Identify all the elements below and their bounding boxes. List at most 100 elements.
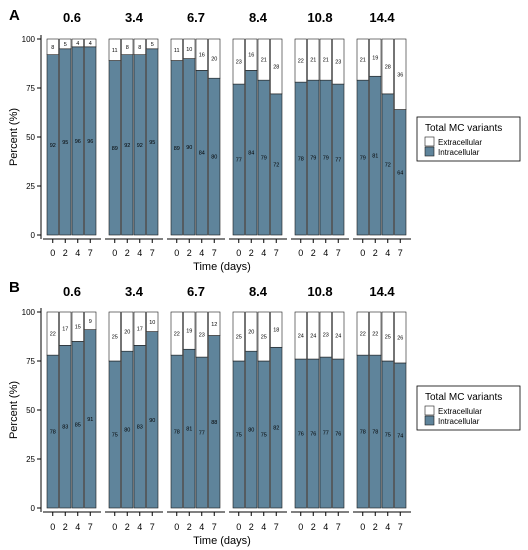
legend-key-extracellular xyxy=(424,405,435,416)
legend: Total MC variants ExtracellularIntracellu… xyxy=(416,116,521,162)
facet-3.4: 3.4 11 89 0 8 92 2 8 92 4 5 95 7 xyxy=(105,10,163,258)
data-label-extracellular: 21 xyxy=(360,58,366,64)
data-label-intracellular: 80 xyxy=(124,428,130,434)
data-label-intracellular: 77 xyxy=(199,431,205,437)
data-label-extracellular: 28 xyxy=(273,64,279,70)
bar-extracellular xyxy=(84,311,97,330)
x-tick-label: 0 xyxy=(112,522,117,532)
bar-extracellular xyxy=(381,311,394,362)
bar-extracellular xyxy=(195,311,208,358)
data-label-extracellular: 22 xyxy=(298,59,304,65)
bar-extracellular xyxy=(319,311,332,358)
bar-extracellular xyxy=(307,38,320,81)
bar-extracellular xyxy=(232,311,245,362)
legend-title: Total MC variants xyxy=(425,123,502,134)
x-tick-label: 7 xyxy=(212,522,217,532)
facet-title: 8.4 xyxy=(249,10,268,25)
data-label-extracellular: 20 xyxy=(248,330,254,336)
data-label-intracellular: 79 xyxy=(360,156,366,162)
legend-key-intracellular xyxy=(424,415,435,426)
x-tick-label: 4 xyxy=(385,522,390,532)
x-tick-label: 2 xyxy=(311,522,316,532)
data-label-intracellular: 88 xyxy=(211,420,217,426)
bar-extracellular xyxy=(121,38,134,55)
data-label-extracellular: 8 xyxy=(138,45,141,51)
data-label-intracellular: 74 xyxy=(397,433,403,439)
data-label-extracellular: 26 xyxy=(397,335,403,341)
data-label-intracellular: 78 xyxy=(50,430,56,436)
x-tick-label: 7 xyxy=(274,248,279,258)
y-tick-label: 50 xyxy=(26,406,35,415)
bar-extracellular xyxy=(146,311,159,332)
bar-extracellular xyxy=(46,311,59,356)
data-label-extracellular: 25 xyxy=(236,335,242,341)
x-tick-label: 4 xyxy=(261,522,266,532)
legend-key-extracellular xyxy=(424,136,435,147)
data-label-extracellular: 8 xyxy=(51,45,54,51)
bar-extracellular xyxy=(356,311,369,356)
data-label-extracellular: 16 xyxy=(199,53,205,59)
data-label-extracellular: 22 xyxy=(174,332,180,338)
data-label-extracellular: 23 xyxy=(236,60,242,66)
data-label-extracellular: 10 xyxy=(186,47,192,53)
y-tick-label: 75 xyxy=(26,84,35,93)
data-label-intracellular: 84 xyxy=(199,151,205,157)
data-label-extracellular: 24 xyxy=(335,334,341,340)
x-tick-label: 2 xyxy=(249,248,254,258)
y-tick-label: 50 xyxy=(26,133,35,142)
data-label-intracellular: 79 xyxy=(261,156,267,162)
facet-10.8: 10.8 24 76 0 24 76 2 23 77 4 24 76 7 xyxy=(291,284,349,532)
data-label-extracellular: 22 xyxy=(360,332,366,338)
bar-extracellular xyxy=(319,38,332,81)
data-label-intracellular: 96 xyxy=(75,139,81,145)
bar-extracellular xyxy=(133,311,146,346)
y-axis-title: Percent (%) xyxy=(8,381,20,439)
data-label-extracellular: 15 xyxy=(75,325,81,331)
x-tick-label: 0 xyxy=(174,248,179,258)
data-label-extracellular: 21 xyxy=(261,58,267,64)
data-label-extracellular: 28 xyxy=(385,64,391,70)
facet-title: 3.4 xyxy=(125,284,144,299)
x-tick-label: 7 xyxy=(88,522,93,532)
bar-extracellular xyxy=(71,38,84,48)
x-tick-label: 7 xyxy=(336,522,341,532)
x-tick-label: 4 xyxy=(323,248,328,258)
data-label-intracellular: 75 xyxy=(261,433,267,439)
data-label-extracellular: 20 xyxy=(124,330,130,336)
data-label-intracellular: 75 xyxy=(112,433,118,439)
data-label-intracellular: 77 xyxy=(323,431,329,437)
facet-title: 10.8 xyxy=(307,10,332,25)
data-label-extracellular: 36 xyxy=(397,72,403,78)
x-tick-label: 0 xyxy=(174,522,179,532)
data-label-intracellular: 78 xyxy=(360,430,366,436)
data-label-intracellular: 92 xyxy=(50,143,56,149)
facet-title: 3.4 xyxy=(125,10,144,25)
data-label-intracellular: 80 xyxy=(211,155,217,161)
bar-extracellular xyxy=(294,311,307,360)
x-tick-label: 4 xyxy=(323,522,328,532)
x-tick-label: 2 xyxy=(249,522,254,532)
x-tick-label: 2 xyxy=(63,522,68,532)
bar-extracellular xyxy=(245,38,258,71)
data-label-extracellular: 24 xyxy=(298,334,304,340)
x-tick-label: 0 xyxy=(236,248,241,258)
y-tick-label: 0 xyxy=(31,231,36,240)
data-label-extracellular: 20 xyxy=(211,57,217,63)
data-label-intracellular: 83 xyxy=(137,425,143,431)
y-tick-label: 100 xyxy=(22,308,36,317)
data-label-intracellular: 77 xyxy=(236,158,242,164)
x-tick-label: 2 xyxy=(187,522,192,532)
data-label-extracellular: 22 xyxy=(50,332,56,338)
data-label-extracellular: 4 xyxy=(89,41,92,47)
bar-extracellular xyxy=(108,38,121,61)
bar-extracellular xyxy=(394,38,407,110)
bar-extracellular xyxy=(146,38,159,50)
bar-extracellular xyxy=(332,38,345,85)
panel-label: B xyxy=(9,279,20,296)
bar-extracellular xyxy=(232,38,245,85)
data-label-intracellular: 84 xyxy=(248,151,254,157)
x-tick-label: 2 xyxy=(373,522,378,532)
data-label-extracellular: 23 xyxy=(335,60,341,66)
